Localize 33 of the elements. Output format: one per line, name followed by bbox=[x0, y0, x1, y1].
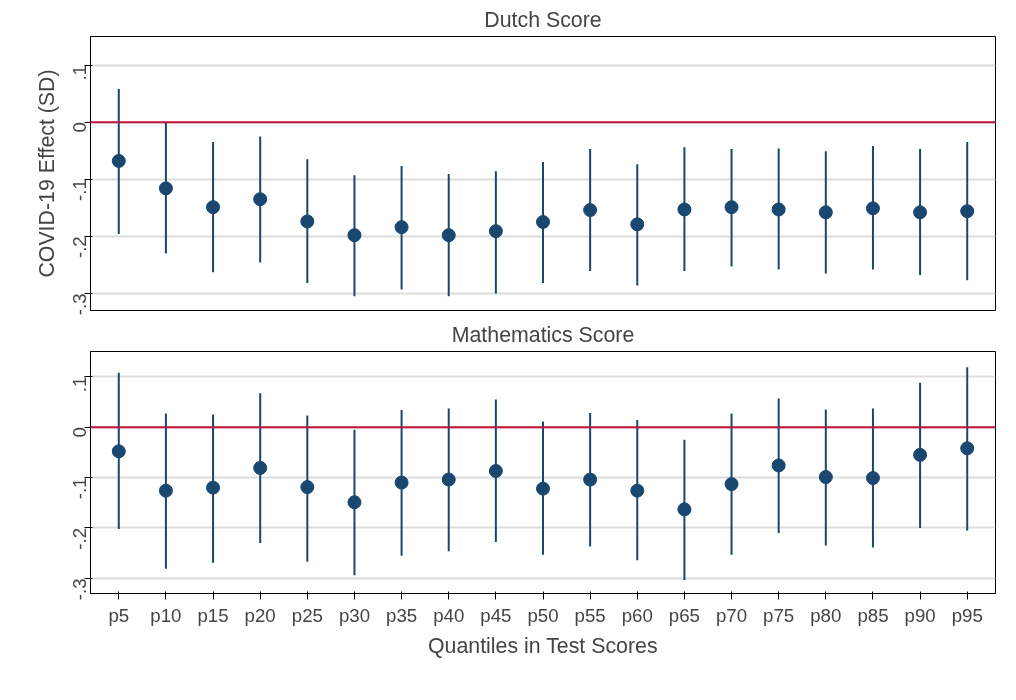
y-tick-label: 0 bbox=[69, 427, 90, 438]
x-tick-label: p35 bbox=[386, 604, 418, 626]
x-tick-label: p75 bbox=[763, 604, 795, 626]
x-tick-label: p5 bbox=[108, 604, 130, 626]
y-tick-label: -.3 bbox=[69, 578, 90, 601]
x-tick-label: p45 bbox=[480, 604, 512, 626]
x-tick-label: p65 bbox=[668, 604, 700, 626]
x-tick-label: p20 bbox=[244, 604, 276, 626]
y-tick-label: -.2 bbox=[69, 236, 90, 259]
x-axis-title: Quantiles in Test Scores bbox=[428, 633, 658, 658]
x-tick-label: p55 bbox=[574, 604, 606, 626]
x-tick-label: p25 bbox=[291, 604, 323, 626]
x-tick-label: p85 bbox=[857, 604, 889, 626]
x-tick-label: p40 bbox=[433, 604, 465, 626]
x-tick-label: p80 bbox=[810, 604, 842, 626]
y-tick-label: .1 bbox=[69, 65, 90, 81]
x-tick-label: p30 bbox=[338, 604, 371, 626]
x-tick-label: p70 bbox=[715, 604, 748, 626]
x-tick-label: p60 bbox=[621, 604, 653, 626]
y-tick-label: 0 bbox=[69, 122, 90, 133]
y-tick-label: .1 bbox=[69, 376, 90, 393]
y-axis-title: COVID-19 Effect (SD) bbox=[34, 69, 59, 278]
y-tick-label: -.1 bbox=[69, 477, 90, 500]
y-tick-label: -.2 bbox=[69, 527, 90, 550]
y-tick-label: -.1 bbox=[69, 179, 90, 201]
y-tick-label: -.3 bbox=[69, 293, 90, 316]
chart-title: Dutch Score bbox=[484, 7, 602, 32]
x-tick-label: p95 bbox=[951, 604, 983, 626]
x-tick-label: p15 bbox=[197, 604, 229, 626]
x-tick-label: p10 bbox=[150, 604, 182, 626]
x-tick-label: p50 bbox=[527, 604, 559, 626]
chart-title: Mathematics Score bbox=[451, 322, 635, 347]
x-tick-label: p90 bbox=[904, 604, 936, 626]
